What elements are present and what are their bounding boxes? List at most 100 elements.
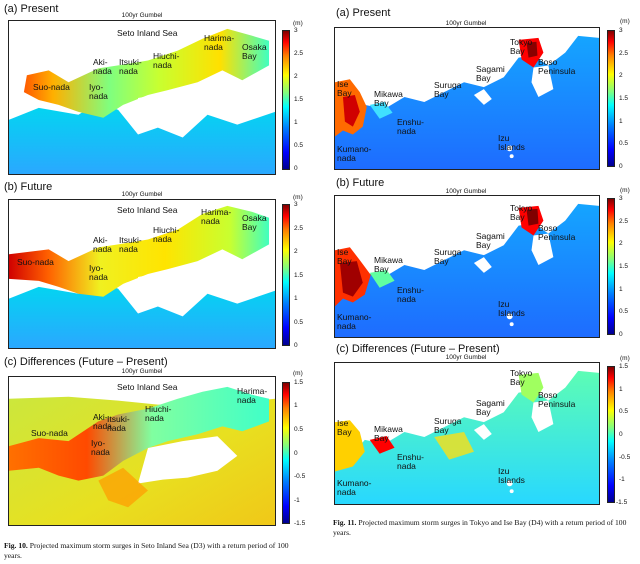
colorbar-unit: (m)	[293, 194, 303, 201]
colorbar-unit: (m)	[620, 355, 630, 362]
colorbar-tick: 0.5	[619, 308, 629, 315]
colorbar-tick: 2	[619, 72, 623, 79]
colorbar	[607, 30, 615, 167]
place-itsuki-nada: Itsuki- nada	[119, 57, 142, 76]
colorbar	[282, 30, 290, 170]
place-seto-inland-sea: Seto Inland Sea	[117, 382, 178, 392]
place-kumano-nada: Kumano- nada	[337, 312, 372, 331]
storm-surge-map: Tokyo Bay Boso Peninsula Sagami Bay Suru…	[334, 195, 600, 338]
colorbar-tick: 1.5	[619, 263, 629, 270]
place-suruga-bay: Suruga Bay	[434, 247, 462, 266]
place-mikawa-bay: Mikawa Bay	[374, 255, 403, 274]
colorbar-tick: 1	[294, 119, 298, 126]
caption-text: Projected maximum storm surges in Seto I…	[4, 541, 289, 560]
colorbar-tick: 1	[619, 386, 623, 393]
panel-title: 100yr Gumbel	[121, 191, 163, 198]
colorbar-tick: 0.5	[294, 142, 304, 149]
panel-label: (c) Differences (Future – Present)	[4, 356, 168, 368]
colorbar-tick: 1.5	[619, 363, 629, 370]
storm-surge-map: Seto Inland Sea Harima- nada Hiuchi- nad…	[8, 376, 276, 526]
place-hiuchi-nada: Hiuchi- nada	[153, 225, 180, 244]
colorbar-tick: -1	[294, 497, 300, 504]
storm-surge-map: Seto Inland Sea Harima- nada Osaka Bay H…	[8, 20, 276, 175]
panel-label: (b) Future	[336, 177, 385, 189]
colorbar-tick: 1.5	[294, 96, 304, 103]
colorbar-tick: 1.5	[294, 272, 304, 279]
place-suruga-bay: Suruga Bay	[434, 416, 462, 435]
caption-text: Projected maximum storm surges in Tokyo …	[333, 518, 627, 537]
colorbar-tick: -1.5	[616, 499, 628, 506]
place-izu-islands: Izu Islands	[498, 133, 525, 152]
colorbar-tick: 3	[619, 195, 623, 202]
panel-label: (a) Present	[336, 7, 391, 19]
place-seto-inland-sea: Seto Inland Sea	[117, 28, 178, 38]
panel-title: 100yr Gumbel	[445, 188, 487, 195]
place-sagami-bay: Sagami Bay	[476, 64, 505, 83]
colorbar-tick: 0	[619, 331, 623, 338]
place-ise-bay: Ise Bay	[337, 418, 352, 437]
panel-title: 100yr Gumbel	[445, 20, 487, 27]
place-iyo-nada: Iyo- nada	[89, 82, 108, 101]
place-suruga-bay: Suruga Bay	[434, 80, 462, 99]
storm-surge-map: Tokyo Bay Boso Peninsula Sagami Bay Suru…	[334, 27, 600, 170]
place-itsuki-nada: Itsuki- nada	[107, 414, 130, 433]
place-suo-nada: Suo-nada	[33, 82, 70, 92]
colorbar-tick: 2.5	[294, 225, 304, 232]
place-ise-bay: Ise Bay	[337, 247, 352, 266]
panel-title: 100yr Gumbel	[445, 354, 487, 361]
colorbar-tick: -1	[619, 476, 625, 483]
panel-label: (c) Differences (Future – Present)	[336, 343, 500, 355]
colorbar-tick: 1.5	[294, 379, 304, 386]
place-suo-nada: Suo-nada	[17, 257, 54, 267]
place-osaka-bay: Osaka Bay	[242, 42, 267, 61]
colorbar-tick: 0.5	[294, 319, 304, 326]
figure-caption: Fig. 10. Projected maximum storm surges …	[4, 541, 304, 561]
colorbar-tick: 0.5	[619, 408, 629, 415]
colorbar	[282, 204, 290, 346]
colorbar-tick: 2	[294, 248, 298, 255]
colorbar-tick: 1	[294, 402, 298, 409]
storm-surge-map: Tokyo Bay Boso Peninsula Sagami Bay Suru…	[334, 362, 600, 505]
colorbar-tick: 0.5	[294, 426, 304, 433]
colorbar-tick: -1.5	[294, 520, 306, 527]
colorbar-tick: 0	[619, 163, 623, 170]
colorbar-tick: 0	[294, 342, 298, 349]
place-mikawa-bay: Mikawa Bay	[374, 424, 403, 443]
place-harima-nada: Harima- nada	[237, 386, 268, 405]
place-izu-islands: Izu Islands	[498, 466, 525, 485]
colorbar-tick: 1.5	[619, 95, 629, 102]
colorbar-tick: 0	[294, 165, 298, 172]
colorbar-tick: 1	[619, 286, 623, 293]
colorbar-unit: (m)	[620, 18, 630, 25]
colorbar-unit: (m)	[293, 370, 303, 377]
place-seto-inland-sea: Seto Inland Sea	[117, 205, 178, 215]
place-aki-nada: Aki- nada	[93, 57, 112, 76]
panel-title: 100yr Gumbel	[121, 12, 163, 19]
place-itsuki-nada: Itsuki- nada	[119, 235, 142, 254]
place-iyo-nada: Iyo- nada	[91, 438, 110, 457]
colorbar-tick: 2.5	[619, 218, 629, 225]
place-kumano-nada: Kumano- nada	[337, 478, 372, 497]
place-enshu-nada: Enshu- nada	[397, 452, 424, 471]
colorbar-tick: 0.5	[619, 140, 629, 147]
place-tokyo-bay: Tokyo Bay	[510, 203, 533, 222]
panel-label: (a) Present	[4, 3, 59, 15]
colorbar-tick: 3	[294, 27, 298, 34]
place-harima-nada: Harima- nada	[204, 33, 235, 52]
colorbar-tick: 3	[294, 201, 298, 208]
colorbar-tick: 0	[619, 431, 623, 438]
place-hiuchi-nada: Hiuchi- nada	[145, 404, 172, 423]
place-enshu-nada: Enshu- nada	[397, 117, 424, 136]
colorbar-tick: 2.5	[619, 50, 629, 57]
place-sagami-bay: Sagami Bay	[476, 231, 505, 250]
place-iyo-nada: Iyo- nada	[89, 263, 108, 282]
colorbar-tick: 3	[619, 27, 623, 34]
place-ise-bay: Ise Bay	[337, 79, 352, 98]
place-sagami-bay: Sagami Bay	[476, 398, 505, 417]
place-boso-peninsula: Boso Peninsula	[538, 390, 576, 409]
colorbar-unit: (m)	[620, 187, 630, 194]
colorbar	[607, 198, 615, 335]
colorbar-tick: 0	[294, 450, 298, 457]
colorbar	[282, 382, 290, 524]
colorbar-tick: 2	[294, 73, 298, 80]
